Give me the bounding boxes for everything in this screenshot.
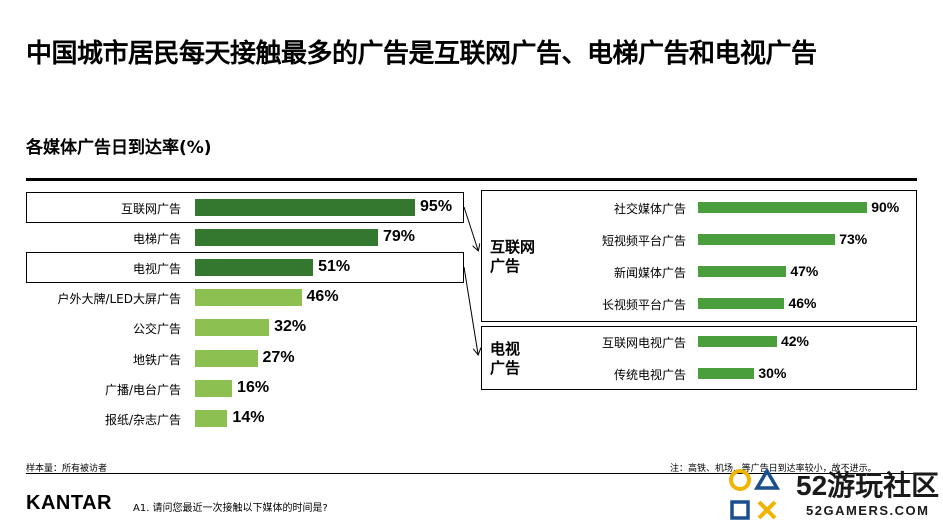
- bar: [195, 319, 270, 337]
- sub-bar-label: 传统电视广告: [613, 368, 686, 382]
- sub-bar-value: 90%: [871, 199, 900, 215]
- page-title: 中国城市居民每天接触最多的广告是互联网广告、电梯广告和电视广告: [26, 39, 817, 69]
- bar-label: 互联网广告: [120, 202, 181, 216]
- watermark-icon: [729, 467, 781, 520]
- bar: [195, 229, 378, 247]
- watermark-url: 52GAMERS.COM: [806, 503, 930, 518]
- bar-label: 广播/电台广告: [104, 382, 181, 397]
- bottom-divider: [26, 473, 917, 474]
- group-box-internet: [481, 190, 917, 322]
- chart-note: 注：高铁、机场...等广告日到达率较小，故不进示。: [670, 464, 877, 474]
- bar-label: 电视广告: [132, 262, 181, 277]
- chart-title: 各媒体广告日到达率(%): [26, 138, 212, 158]
- bar: [195, 349, 258, 367]
- kantar-logo: KANTAR: [26, 492, 112, 514]
- sub-bar-value: 42%: [780, 333, 809, 349]
- sample-note: 样本量：所有被访者: [26, 464, 108, 474]
- bar-value: 79%: [382, 228, 415, 246]
- sub-bar-value: 46%: [788, 295, 817, 311]
- watermark-text: 52游玩社区: [796, 470, 940, 501]
- top-divider: [26, 178, 917, 181]
- sub-bar-label: 短视频平台广告: [601, 234, 686, 248]
- sub-bar: [698, 298, 785, 309]
- bar: [195, 259, 314, 277]
- arrow-tv: [463, 266, 478, 354]
- bar-value: 27%: [262, 348, 295, 366]
- group-label-internet: 互联网 广告: [490, 238, 536, 275]
- highlight-box-tv: [26, 252, 464, 284]
- bar: [195, 379, 233, 397]
- highlight-box-internet: [26, 192, 464, 223]
- sub-bar-label: 长视频平台广告: [601, 298, 686, 312]
- sub-bar-value: 30%: [758, 365, 787, 381]
- bar-value: 32%: [274, 318, 307, 336]
- bar-label: 电梯广告: [132, 232, 181, 247]
- sub-bar: [698, 266, 787, 277]
- bar-label: 报纸/杂志广告: [104, 412, 181, 427]
- bar: [195, 409, 228, 427]
- sub-bar-value: 47%: [790, 263, 819, 279]
- bar-value: 14%: [232, 408, 265, 426]
- sub-bar: [698, 368, 755, 379]
- sub-bar-value: 73%: [839, 231, 868, 247]
- bar-value: 51%: [318, 258, 351, 276]
- sub-bar-label: 互联网电视广告: [601, 336, 686, 350]
- bar: [195, 289, 302, 307]
- bar-label: 户外大牌/LED大屏广告: [57, 292, 181, 307]
- bar-value: 16%: [237, 378, 270, 396]
- bar-label: 地铁广告: [132, 352, 181, 367]
- group-label-tv: 电视 广告: [490, 340, 521, 377]
- sub-bar-label: 新闻媒体广告: [613, 266, 686, 280]
- sub-bar: [698, 234, 836, 245]
- bar: [195, 199, 416, 216]
- bar-label: 公交广告: [132, 322, 181, 337]
- group-box-tv: [481, 326, 917, 390]
- bar-value: 95%: [420, 198, 453, 215]
- arrow-internet: [463, 206, 478, 250]
- sub-bar: [698, 336, 777, 347]
- survey-question: A1. 请问您最近一次接触以下媒体的时间是?: [133, 503, 328, 514]
- bar-value: 46%: [306, 288, 339, 306]
- sub-bar: [698, 202, 868, 213]
- sub-bar-label: 社交媒体广告: [613, 202, 686, 216]
